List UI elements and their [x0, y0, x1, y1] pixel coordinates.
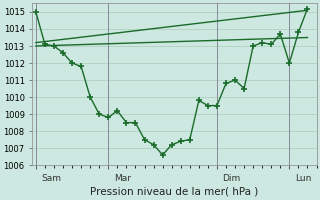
Text: Lun: Lun	[295, 174, 311, 183]
Text: Mar: Mar	[114, 174, 131, 183]
Text: Dim: Dim	[222, 174, 241, 183]
X-axis label: Pression niveau de la mer( hPa ): Pression niveau de la mer( hPa )	[90, 187, 259, 197]
Text: Sam: Sam	[41, 174, 61, 183]
